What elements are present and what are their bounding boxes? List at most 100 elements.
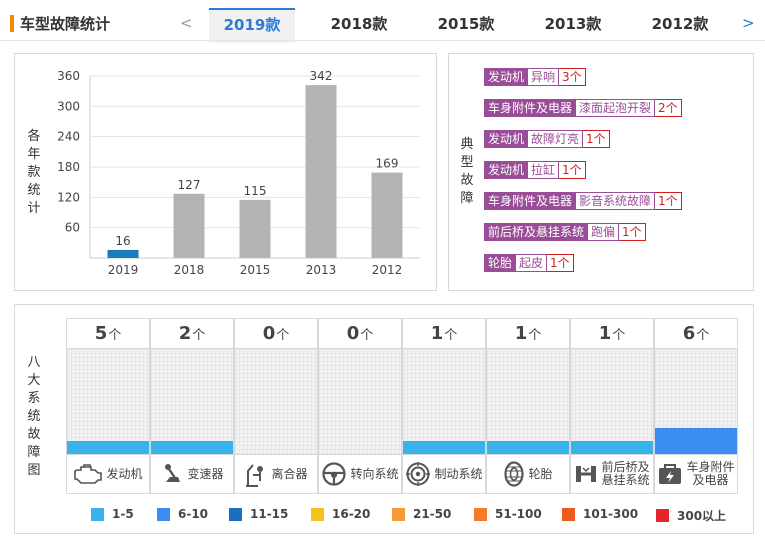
system-fault-bar-area [67, 349, 149, 454]
legend-swatch [229, 507, 242, 521]
x-tick-label: 2015 [240, 263, 271, 277]
typical-fault-tag[interactable]: 前后桥及悬挂系统 跑偏 1个 [484, 223, 646, 241]
system-count-number: 1 [514, 323, 528, 344]
tab-2013[interactable]: 2013款 [544, 15, 602, 33]
year-chart-panel [14, 53, 437, 291]
system-count-number: 6 [682, 323, 696, 344]
system-count-unit: 个 [360, 328, 374, 343]
tab-2018[interactable]: 2018款 [330, 15, 388, 33]
y-tick-label: 300 [57, 99, 80, 113]
system-fault-bar-area [655, 349, 737, 454]
legend-label: 1-5 [112, 507, 134, 521]
legend-item: 1-5 [91, 507, 134, 521]
eight-systems-side-label: 八大系统故障图 [27, 354, 41, 480]
system-fault-level-bar [403, 441, 485, 454]
page-title: 车型故障统计 [20, 15, 111, 33]
fault-category: 发动机 [484, 68, 529, 86]
system-label: 前后桥及 悬挂系统 [571, 454, 653, 493]
system-fault-bar-area [571, 349, 653, 454]
system-count-number: 0 [346, 323, 360, 344]
legend-item: 16-20 [311, 507, 370, 521]
system-column[interactable]: 1个前后桥及 悬挂系统 [570, 318, 654, 494]
system-fault-count: 0个 [235, 319, 317, 349]
header: 车型故障统计 < 2019款 2018款 2015款 2013款 2012款 > [0, 0, 765, 44]
bar-value-label: 127 [178, 178, 201, 192]
system-fault-level-bar [487, 441, 569, 454]
system-count-unit: 个 [444, 328, 458, 343]
legend-item: 300以上 [656, 507, 726, 524]
y-tick-label: 240 [57, 130, 80, 144]
fault-description: 漆面起泡开裂 [576, 99, 656, 117]
legend-label: 300以上 [677, 509, 727, 523]
system-column[interactable]: 1个 制动系统 [402, 318, 486, 494]
legend-swatch [474, 507, 487, 521]
fault-category: 前后桥及悬挂系统 [484, 223, 589, 241]
system-fault-bar-area [319, 349, 401, 454]
typical-fault-tag[interactable]: 车身附件及电器 漆面起泡开裂 2个 [484, 99, 682, 117]
system-name: 离合器 [271, 466, 308, 481]
system-label: 转向系统 [319, 454, 401, 493]
legend-swatch [392, 507, 405, 521]
fault-count: 1个 [583, 130, 610, 148]
system-count-number: 1 [430, 323, 444, 344]
tab-2019[interactable]: 2019款 [209, 8, 295, 43]
typical-fault-tag[interactable]: 发动机 故障灯亮 1个 [484, 130, 610, 148]
system-name: 前后桥及 悬挂系统 [601, 460, 650, 487]
system-count-unit: 个 [192, 328, 206, 343]
engine-icon [73, 462, 106, 486]
system-label: 发动机 [67, 454, 149, 493]
system-column[interactable]: 6个 车身附件 及电器 [654, 318, 738, 494]
system-label: 轮胎 [487, 454, 569, 493]
vertical-label-char: 典 [460, 137, 474, 152]
fault-description: 异响 [528, 68, 560, 86]
vertical-label-char: 统 [27, 409, 41, 424]
system-count-number: 5 [94, 323, 108, 344]
typical-fault-tag[interactable]: 发动机 拉缸 1个 [484, 161, 586, 179]
fault-count: 2个 [655, 99, 682, 117]
typical-fault-tag[interactable]: 发动机 异响 3个 [484, 68, 586, 86]
tab-2012[interactable]: 2012款 [651, 15, 709, 33]
bar-value-label: 169 [376, 157, 399, 171]
legend-item: 101-300 [562, 507, 638, 521]
next-arrow-button[interactable]: > [742, 14, 755, 32]
system-fault-count: 2个 [151, 319, 233, 349]
system-fault-count: 5个 [67, 319, 149, 349]
system-fault-bar-area [151, 349, 233, 454]
system-column[interactable]: 0个离合器 [234, 318, 318, 494]
car-body-icon [657, 462, 686, 486]
system-count-unit: 个 [612, 328, 626, 343]
prev-arrow-button[interactable]: < [180, 14, 193, 32]
bar-2019 [107, 249, 139, 258]
system-column[interactable]: 1个轮胎 [486, 318, 570, 494]
system-name: 变速器 [187, 466, 224, 481]
clutch-icon [244, 461, 271, 487]
system-fault-count: 1个 [487, 319, 569, 349]
legend-label: 11-15 [250, 507, 289, 521]
typical-fault-tag[interactable]: 车身附件及电器 影音系统故障 1个 [484, 192, 682, 210]
system-column[interactable]: 0个转向系统 [318, 318, 402, 494]
fault-count: 1个 [655, 192, 682, 210]
fault-category: 轮胎 [484, 254, 517, 272]
tab-2015[interactable]: 2015款 [437, 15, 495, 33]
bar-2012 [371, 172, 403, 258]
steering-wheel-icon [321, 461, 350, 487]
typical-faults-side-label: 典型故障 [460, 136, 474, 208]
vertical-label-char: 型 [460, 155, 474, 170]
typical-fault-tag[interactable]: 轮胎 起皮 1个 [484, 254, 574, 272]
year-bar-chart: 60 120 180 240 300 360 16 2019 127 2018 115 2015 342… [57, 69, 420, 277]
fault-count: 1个 [547, 254, 574, 272]
system-column[interactable]: 2个变速器 [150, 318, 234, 494]
legend-swatch [311, 507, 324, 521]
legend-swatch [157, 507, 170, 521]
header-accent-bar [10, 15, 14, 32]
system-fault-level-bar [571, 441, 653, 454]
vertical-label-char: 八 [27, 355, 41, 370]
system-name: 轮胎 [528, 466, 553, 481]
fault-category: 车身附件及电器 [484, 192, 577, 210]
system-fault-count: 1个 [571, 319, 653, 349]
legend-item: 6-10 [157, 507, 208, 521]
system-column[interactable]: 5个发动机 [66, 318, 150, 494]
fault-description: 拉缸 [528, 161, 560, 179]
fault-category: 车身附件及电器 [484, 99, 577, 117]
fault-count: 1个 [619, 223, 646, 241]
